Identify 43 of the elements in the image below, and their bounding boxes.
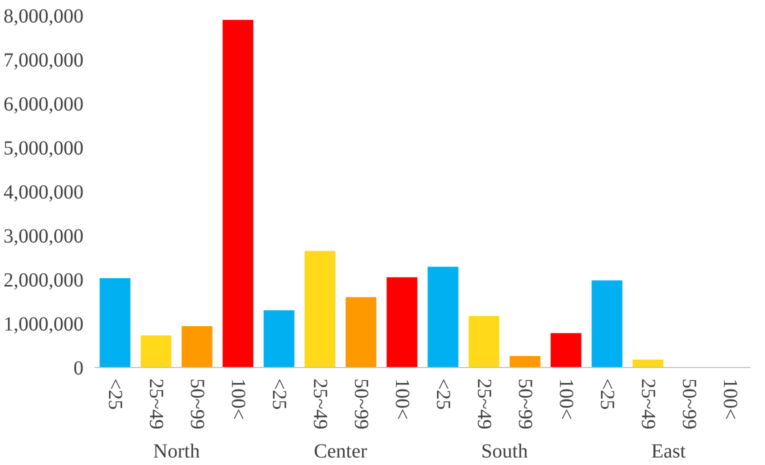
y-tick-label: 7,000,000: [4, 50, 84, 72]
bar: [222, 20, 254, 368]
text: Center: [314, 440, 368, 462]
bar: [100, 278, 130, 368]
bar: [428, 266, 458, 368]
x-tick-label: 100<: [391, 378, 413, 420]
x-tick-label: 25~49: [309, 378, 331, 430]
x-tick-label: 50~99: [186, 378, 208, 430]
x-tick-label: 25~49: [145, 378, 167, 430]
y-tick-label: 5,000,000: [4, 138, 84, 160]
bar: [140, 335, 172, 368]
x-tick-label: 100<: [555, 378, 577, 420]
x-tick-label: 25~49: [637, 378, 659, 430]
x-tick-label: <25: [432, 378, 454, 410]
x-tick-label: <25: [596, 378, 618, 410]
x-tick-label: 50~99: [350, 378, 372, 430]
text: East: [651, 440, 686, 462]
y-tick-label: 8,000,000: [4, 6, 84, 28]
text: North: [153, 440, 200, 462]
y-tick-label: 1,000,000: [4, 314, 84, 336]
text: South: [481, 440, 528, 462]
bar: [346, 297, 376, 368]
bar: [632, 360, 664, 368]
x-tick-label: 50~99: [678, 378, 700, 430]
bar: [468, 316, 500, 368]
y-tick-label: 2,000,000: [4, 270, 84, 292]
y-tick-label: 6,000,000: [4, 94, 84, 116]
bar: [386, 277, 418, 368]
bar: [550, 333, 582, 368]
x-tick-label: 100<: [719, 378, 741, 420]
bar: [510, 356, 540, 368]
y-tick-label: 3,000,000: [4, 226, 84, 248]
bar: [264, 310, 294, 368]
x-tick-label: <25: [104, 378, 126, 410]
x-tick-label: <25: [268, 378, 290, 410]
y-tick-label: 4,000,000: [4, 182, 84, 204]
bar: [182, 326, 212, 368]
bar: [304, 250, 336, 368]
bar: [592, 280, 622, 368]
y-tick-label: 0: [74, 358, 84, 380]
x-tick-label: 50~99: [514, 378, 536, 430]
x-tick-label: 25~49: [473, 378, 495, 430]
x-tick-label: 100<: [227, 378, 249, 420]
